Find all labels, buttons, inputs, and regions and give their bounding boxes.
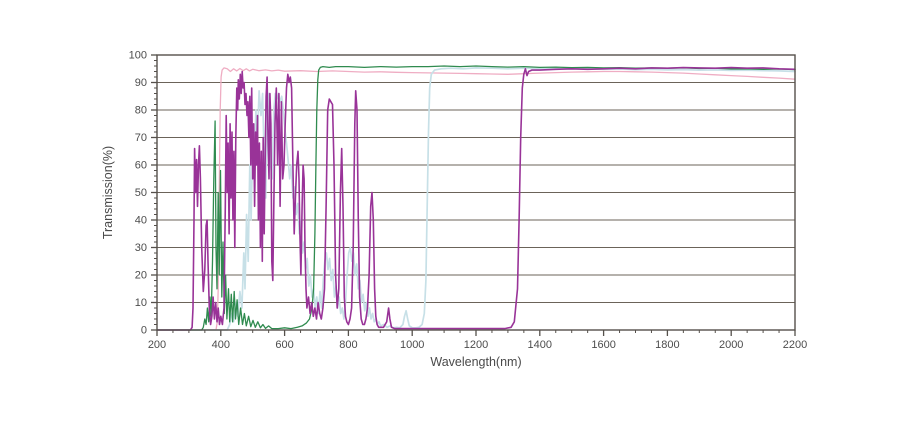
- x-tick-label: 400: [212, 339, 230, 351]
- y-tick-label: 30: [135, 242, 147, 254]
- y-tick-label: 20: [135, 270, 147, 282]
- series-lines: [156, 65, 796, 331]
- x-tick-label: 2000: [719, 339, 743, 351]
- x-tick-label: 2200: [783, 339, 807, 351]
- series-line-green-700nm-longpass: [156, 65, 796, 331]
- y-tick-label: 40: [135, 215, 147, 227]
- x-tick-label: 1400: [528, 339, 552, 351]
- x-tick-label: 1200: [464, 339, 488, 351]
- y-tick-label: 80: [135, 105, 147, 117]
- series-line-pink-400nm-longpass: [156, 67, 796, 331]
- y-tick-label: 100: [129, 50, 147, 62]
- x-tick-label: 1000: [400, 339, 424, 351]
- x-axis-title: Wavelength(nm): [430, 355, 521, 369]
- series-line-purple-1340nm-longpass: [156, 66, 796, 331]
- x-tick-label: 1600: [591, 339, 615, 351]
- y-axis-title: Transmission(%): [101, 146, 115, 239]
- series-line-cyan-1050nm-longpass: [156, 67, 796, 331]
- axis-ticks: [151, 54, 796, 336]
- x-tick-label: 1800: [655, 339, 679, 351]
- y-tick-label: 50: [135, 187, 147, 199]
- y-tick-label: 90: [135, 77, 147, 89]
- x-tick-label: 200: [148, 339, 166, 351]
- y-tick-label: 0: [141, 325, 147, 337]
- x-tick-label: 800: [339, 339, 357, 351]
- axis-tick-labels: 0 10 20 30 40 50 60 70 80 90 100 200 400 600 800 1000 12…: [129, 50, 808, 352]
- y-tick-label: 70: [135, 132, 147, 144]
- y-tick-label: 10: [135, 297, 147, 309]
- x-tick-label: 600: [275, 339, 293, 351]
- y-tick-label: 60: [135, 160, 147, 172]
